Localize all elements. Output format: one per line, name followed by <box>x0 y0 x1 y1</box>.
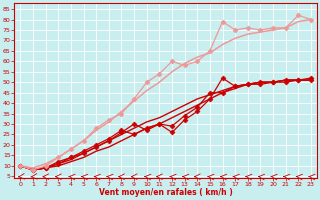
X-axis label: Vent moyen/en rafales ( km/h ): Vent moyen/en rafales ( km/h ) <box>99 188 233 197</box>
